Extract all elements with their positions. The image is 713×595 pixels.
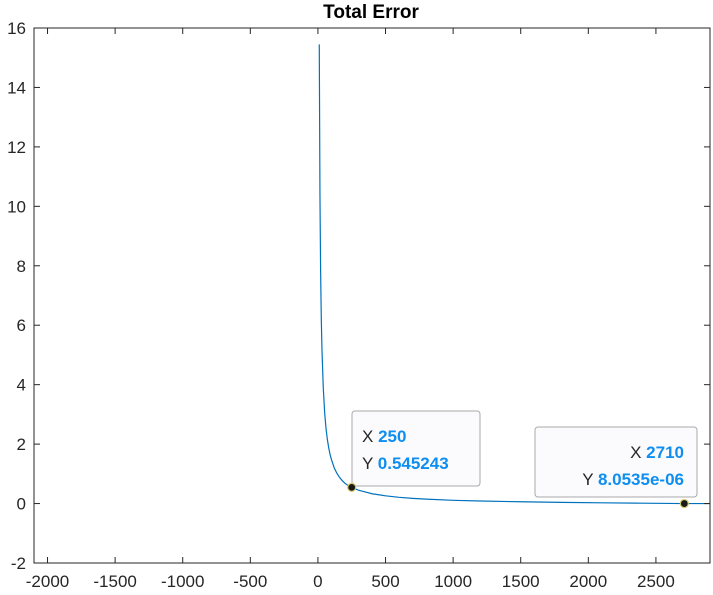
datatip-key: Y	[362, 454, 378, 473]
datatip-key: Y	[582, 470, 598, 489]
ticks-layer: -2000 -1500 -1000 -500 0 500 1000 1500 2000 2500-…	[7, 19, 710, 591]
datatip-row: Y 0.545243	[362, 454, 449, 473]
y-tick-label: 12	[7, 138, 26, 157]
x-tick-label: 1500	[502, 572, 540, 591]
x-tick-label: 1000	[434, 572, 472, 591]
datatip-value: 0.545243	[378, 454, 449, 473]
chart-title: Total Error	[323, 2, 419, 23]
series-layer	[318, 44, 710, 505]
y-tick-label: 10	[7, 197, 26, 216]
y-tick-label: 0	[17, 495, 26, 514]
x-tick-label: -500	[233, 572, 267, 591]
datatip-value: 8.0535e-06	[598, 470, 684, 489]
datatip-value: 250	[378, 427, 406, 446]
datatip-box	[351, 410, 481, 487]
datatip-marker	[679, 498, 689, 509]
datatip-row: Y 8.0535e-06	[582, 470, 684, 489]
datatip-row: X 2710	[630, 443, 684, 462]
x-tick-label: 500	[371, 572, 399, 591]
x-tick-label: -2000	[26, 572, 69, 591]
series-line	[318, 44, 710, 505]
x-tick-label: 0	[313, 572, 322, 591]
y-tick-label: 6	[17, 316, 26, 335]
x-tick-label: 2000	[569, 572, 607, 591]
x-tick-label: 2500	[637, 572, 675, 591]
y-tick-label: 14	[7, 78, 26, 97]
x-tick-label: -1000	[161, 572, 204, 591]
x-tick-label: -1500	[93, 572, 136, 591]
datatip-key: X	[362, 427, 378, 446]
y-tick-label: 2	[17, 435, 26, 454]
datatip-value: 2710	[646, 443, 684, 462]
y-tick-label: 4	[17, 376, 26, 395]
datatip-key: X	[630, 443, 646, 462]
datatip: X 2710 Y 8.0535e-06	[534, 426, 698, 509]
y-tick-label: 8	[17, 257, 26, 276]
datatip-marker	[347, 482, 357, 492]
datatip-row: X 250	[362, 427, 406, 446]
y-tick-label: 16	[7, 19, 26, 38]
datatip-box	[534, 426, 698, 498]
y-tick-label: -2	[11, 554, 26, 573]
